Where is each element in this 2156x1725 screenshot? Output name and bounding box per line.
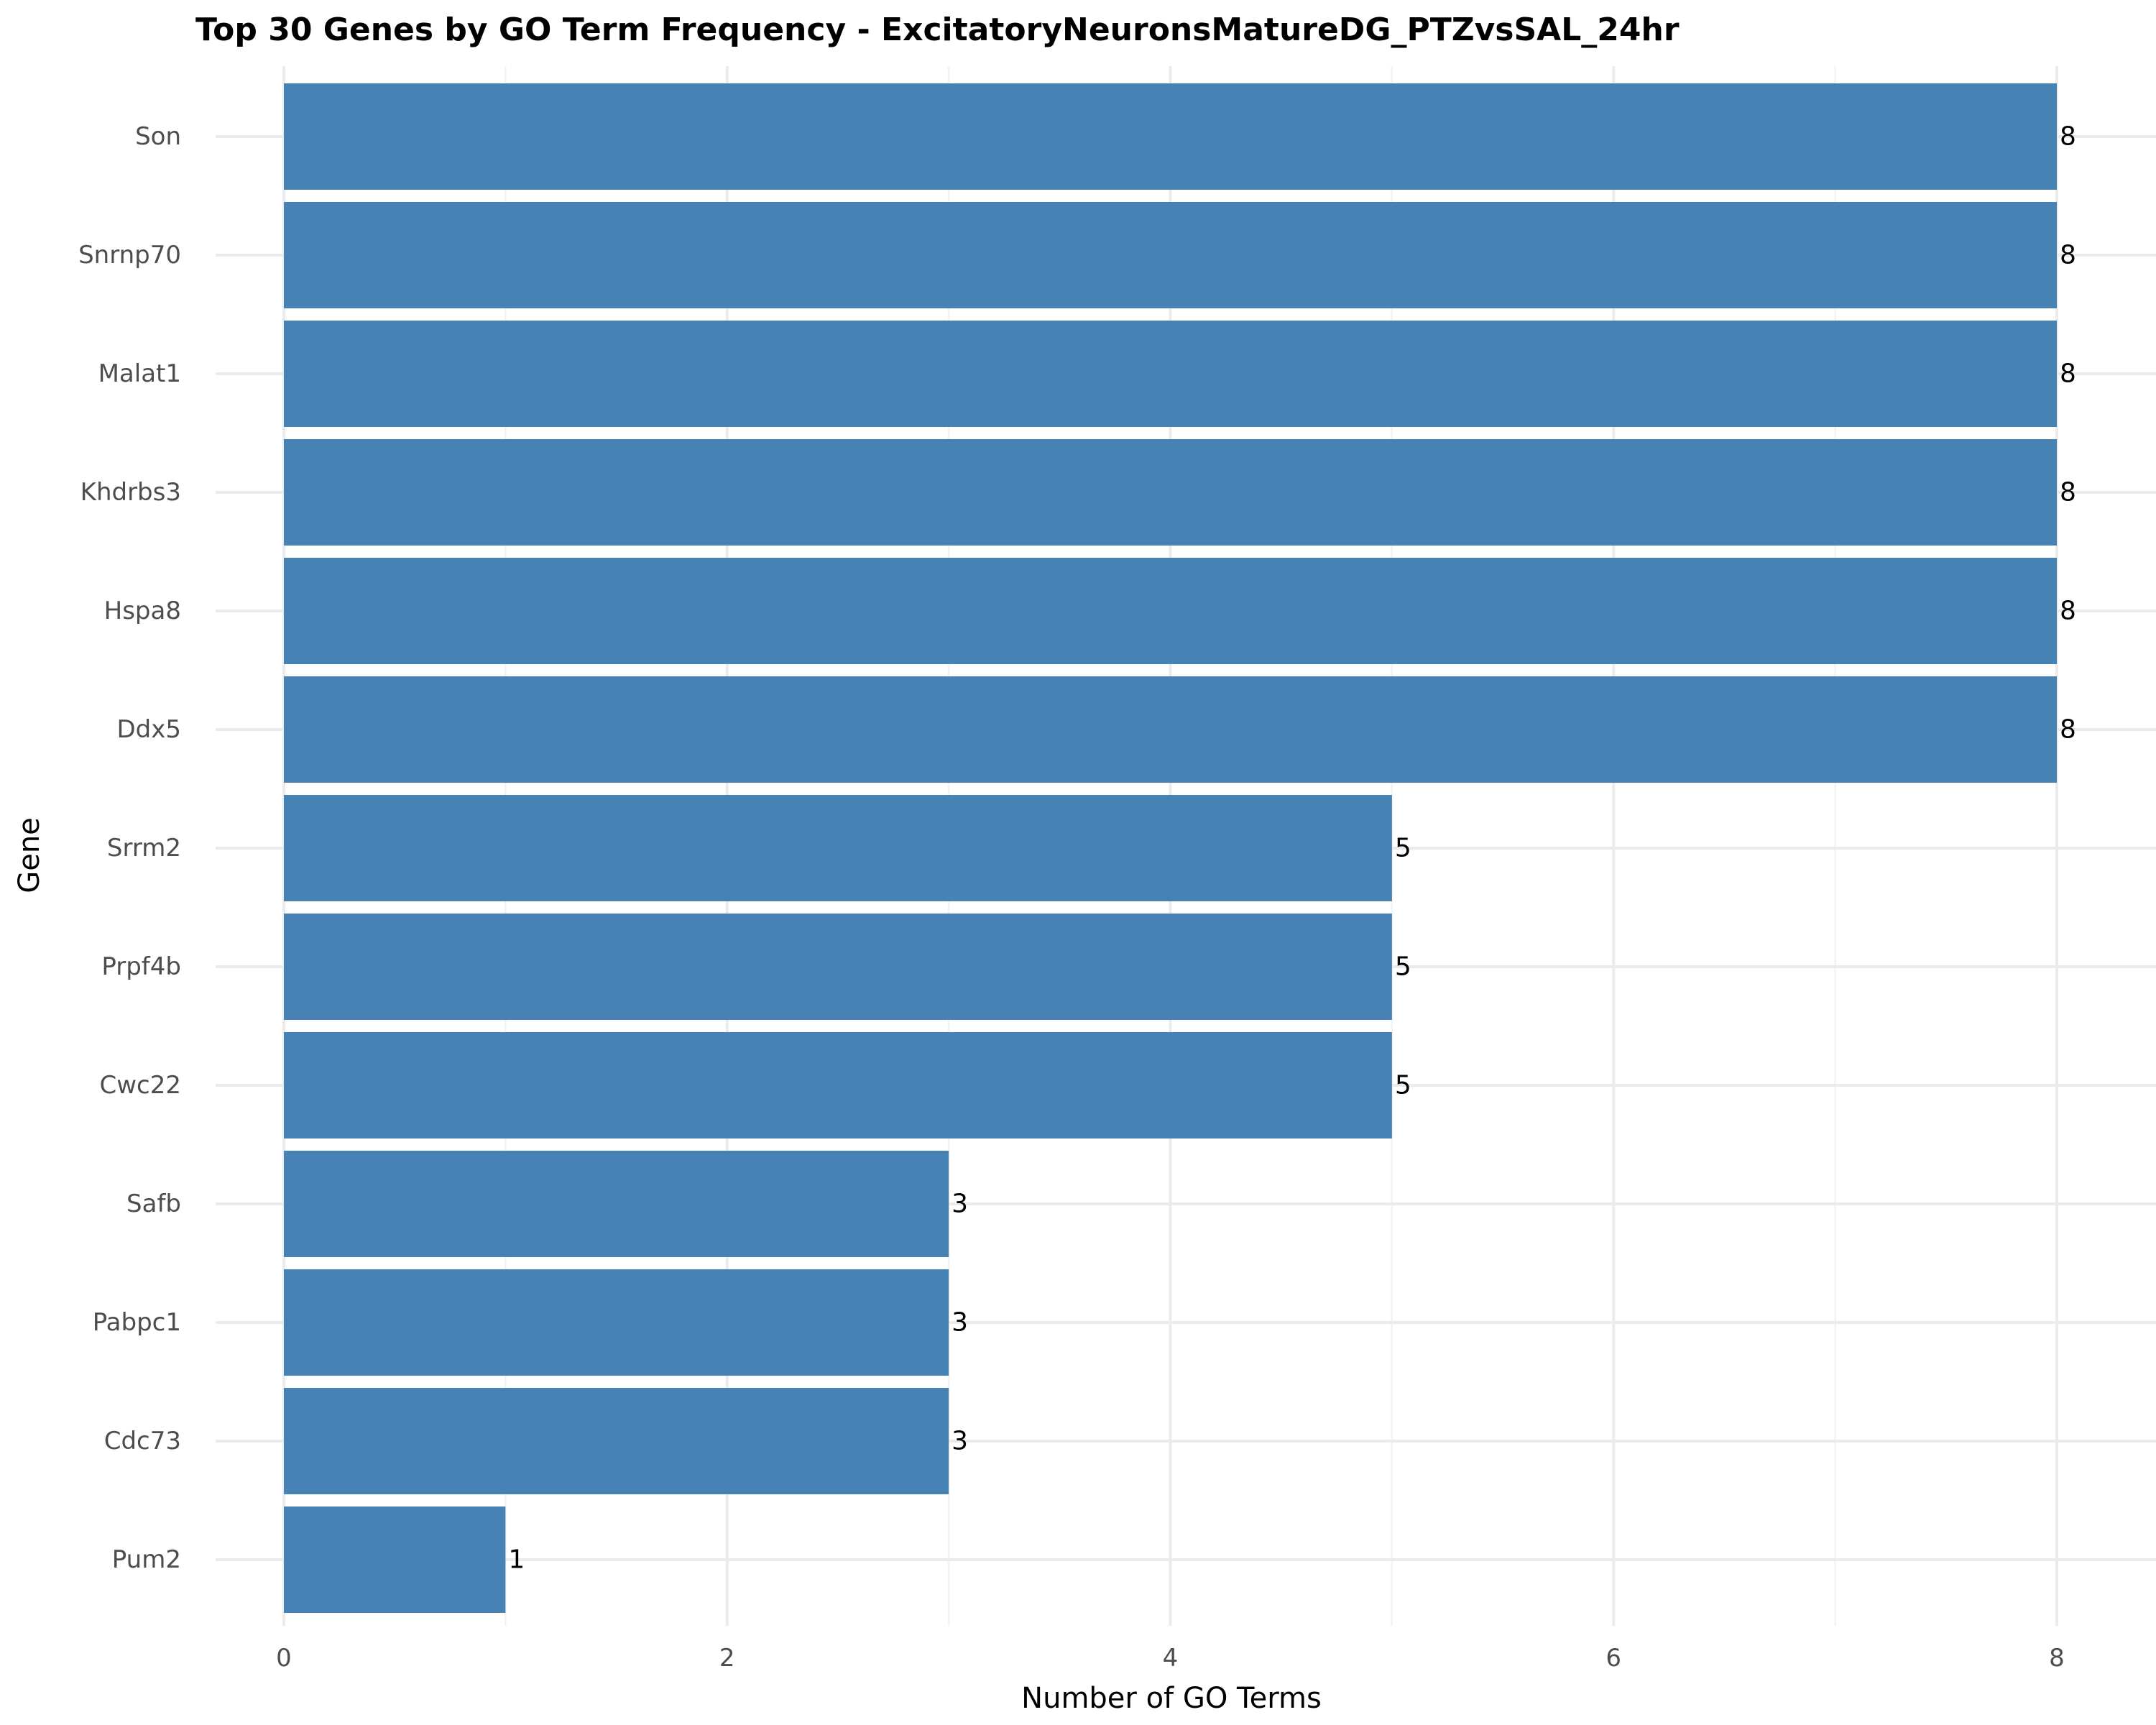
bar (284, 1506, 506, 1613)
data-label: 1 (508, 1545, 525, 1575)
data-label: 3 (952, 1308, 968, 1338)
y-tick-label: Pabpc1 (93, 1308, 181, 1337)
y-tick-label: Cdc73 (104, 1427, 181, 1455)
y-tick-label: Safb (126, 1190, 181, 1218)
y-tick-label: Ddx5 (116, 715, 181, 744)
bar (284, 202, 2057, 308)
x-tick-label: 6 (1606, 1644, 1621, 1673)
y-tick-label: Snrnp70 (78, 241, 181, 270)
data-label: 8 (2060, 122, 2076, 152)
x-tick-label: 0 (276, 1644, 292, 1673)
bar (284, 439, 2057, 546)
bar (284, 321, 2057, 427)
bar (284, 558, 2057, 664)
bar (284, 1269, 949, 1376)
bar (284, 676, 2057, 783)
data-label: 8 (2060, 359, 2076, 389)
y-tick-label: Cwc22 (99, 1071, 181, 1100)
bar (284, 1388, 949, 1494)
bar (284, 914, 1392, 1020)
bar (284, 795, 1392, 901)
x-axis-ticks: 0 2 4 6 8 (276, 1644, 2065, 1673)
data-label: 8 (2060, 478, 2076, 507)
y-axis-title: Gene (13, 817, 46, 893)
y-tick-label: Malat1 (98, 359, 181, 388)
y-tick-label: Son (135, 122, 181, 151)
data-label: 3 (952, 1190, 968, 1219)
bar (284, 1151, 949, 1257)
y-tick-label: Srrm2 (107, 834, 181, 862)
data-label: 5 (1395, 1071, 1411, 1100)
data-labels: 8 8 8 8 8 8 5 5 5 3 3 3 1 (508, 122, 2076, 1575)
bar (284, 1032, 1392, 1138)
chart-title: Top 30 Genes by GO Term Frequency - Exci… (195, 12, 1680, 48)
y-tick-label: Pum2 (112, 1545, 181, 1574)
x-tick-label: 2 (719, 1644, 735, 1673)
y-tick-label: Hspa8 (104, 597, 181, 625)
data-label: 5 (1395, 834, 1411, 863)
data-label: 8 (2060, 241, 2076, 270)
data-label: 5 (1395, 952, 1411, 982)
data-label: 3 (952, 1427, 968, 1456)
data-label: 8 (2060, 715, 2076, 745)
bars (284, 83, 2057, 1613)
y-tick-label: Prpf4b (101, 952, 181, 981)
data-label: 8 (2060, 597, 2076, 626)
x-tick-label: 4 (1163, 1644, 1179, 1673)
x-axis-title: Number of GO Terms (1021, 1682, 1322, 1715)
y-tick-label: Khdrbs3 (80, 478, 181, 507)
x-tick-label: 8 (2049, 1644, 2065, 1673)
bar (284, 83, 2057, 190)
y-axis-ticks: Son Snrnp70 Malat1 Khdrbs3 Hspa8 Ddx5 Srrm2 Prp… (78, 122, 181, 1574)
